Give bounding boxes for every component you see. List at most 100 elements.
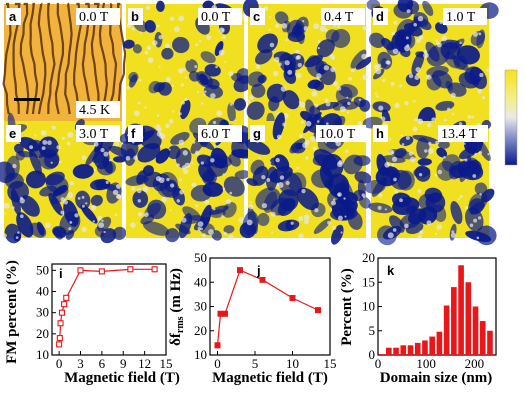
noise-speck bbox=[391, 151, 395, 155]
noise-speck bbox=[271, 231, 274, 234]
noise-speck bbox=[285, 38, 288, 42]
noise-speck bbox=[81, 226, 87, 233]
noise-speck bbox=[301, 120, 304, 124]
noise-speck bbox=[439, 20, 444, 25]
chart-k: Domain size (nm) Percent (%) 0 100 200 0 5 10… bbox=[339, 250, 497, 386]
domain-blob bbox=[417, 158, 432, 166]
noise-speck bbox=[137, 199, 142, 203]
domain-blob bbox=[309, 105, 321, 117]
x-tick-label: 10 bbox=[286, 356, 299, 371]
noise-speck bbox=[152, 40, 158, 46]
noise-speck bbox=[131, 186, 136, 191]
noise-speck bbox=[277, 182, 284, 189]
noise-speck bbox=[378, 105, 384, 111]
chart-j-ylabel: δfrms (m Hz) bbox=[168, 268, 186, 346]
noise-speck bbox=[298, 233, 304, 239]
domain-blob bbox=[316, 39, 335, 58]
chart-i-ylabel: FM percent (%) bbox=[4, 260, 20, 364]
domain-blob bbox=[397, 170, 415, 191]
domain-blob bbox=[265, 166, 278, 191]
terrace-step bbox=[64, 2, 73, 115]
field-box-e bbox=[76, 125, 120, 142]
noise-speck bbox=[298, 216, 304, 221]
domain-blob bbox=[158, 82, 172, 96]
noise-speck bbox=[17, 231, 20, 234]
noise-speck bbox=[337, 25, 341, 28]
noise-speck bbox=[212, 207, 216, 211]
noise-speck bbox=[274, 56, 280, 63]
noise-speck bbox=[476, 236, 480, 240]
noise-speck bbox=[302, 19, 305, 23]
domain-blob bbox=[94, 225, 106, 237]
noise-speck bbox=[40, 130, 47, 136]
noise-speck bbox=[326, 122, 329, 125]
domain-blob bbox=[416, 137, 430, 159]
noise-speck bbox=[182, 168, 189, 175]
noise-speck bbox=[103, 230, 106, 234]
noise-speck bbox=[180, 83, 184, 87]
field-label-g: 10.0 T bbox=[319, 127, 356, 142]
noise-speck bbox=[281, 22, 287, 29]
domain-blob bbox=[43, 152, 60, 169]
noise-speck bbox=[479, 73, 484, 78]
noise-speck bbox=[374, 92, 378, 95]
noise-speck bbox=[203, 93, 206, 96]
noise-speck bbox=[176, 199, 181, 203]
noise-speck bbox=[81, 155, 87, 160]
noise-speck bbox=[413, 22, 417, 27]
domain-blob bbox=[377, 225, 397, 246]
noise-speck bbox=[191, 182, 197, 188]
noise-speck bbox=[228, 71, 234, 77]
chart-i-series bbox=[56, 266, 158, 348]
noise-speck bbox=[387, 232, 394, 239]
domain-blob bbox=[144, 19, 156, 33]
noise-speck bbox=[467, 114, 472, 119]
domain-blob bbox=[113, 156, 127, 163]
domain-blob bbox=[257, 33, 278, 54]
noise-speck bbox=[417, 234, 423, 240]
noise-speck bbox=[67, 192, 74, 198]
domain-blob bbox=[275, 11, 289, 25]
domain-blob bbox=[459, 155, 472, 183]
noise-speck bbox=[332, 225, 337, 230]
noise-speck bbox=[303, 26, 309, 31]
x-tick-label: 15 bbox=[324, 356, 337, 371]
noise-speck bbox=[115, 184, 121, 189]
y-tick-label: 30 bbox=[36, 305, 49, 320]
histogram-bar bbox=[479, 321, 486, 355]
chart-j-ylabel-unit: (m Hz) bbox=[168, 268, 184, 316]
label-box-c bbox=[250, 8, 265, 25]
noise-speck bbox=[238, 217, 245, 223]
noise-speck bbox=[280, 86, 287, 92]
domain-blob bbox=[203, 84, 223, 99]
noise-speck bbox=[310, 135, 316, 142]
noise-speck bbox=[384, 162, 390, 168]
noise-speck bbox=[346, 111, 350, 114]
noise-speck bbox=[114, 213, 118, 217]
noise-speck bbox=[478, 151, 483, 155]
terrace-step bbox=[54, 2, 65, 115]
chart-j-series bbox=[214, 267, 321, 349]
noise-speck bbox=[276, 134, 282, 140]
noise-speck bbox=[443, 155, 446, 159]
noise-speck bbox=[376, 95, 379, 98]
histogram-bar bbox=[487, 330, 493, 355]
noise-speck bbox=[134, 110, 140, 117]
panel-label-c: c bbox=[253, 9, 260, 24]
noise-speck bbox=[424, 50, 428, 54]
noise-speck bbox=[393, 177, 397, 182]
domain-blob bbox=[397, 0, 414, 12]
domain-blob bbox=[178, 213, 193, 239]
noise-speck bbox=[12, 163, 17, 169]
domain-blob bbox=[245, 139, 271, 155]
y-tick-label: 40 bbox=[194, 274, 207, 289]
noise-speck bbox=[394, 102, 400, 109]
domain-blob bbox=[227, 102, 236, 123]
domain-blob bbox=[448, 160, 464, 180]
panel-c-mfm bbox=[242, 0, 373, 128]
noise-speck bbox=[225, 199, 232, 205]
noise-speck bbox=[303, 219, 309, 225]
noise-speck bbox=[155, 124, 161, 130]
noise-speck bbox=[166, 177, 170, 182]
noise-speck bbox=[336, 86, 342, 91]
